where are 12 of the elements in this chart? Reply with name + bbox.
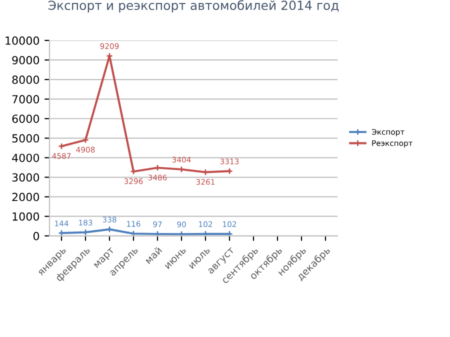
y-tick-label: 8000 <box>12 76 40 84</box>
y-tick-label: 0 <box>33 232 40 240</box>
y-tick-label: 7000 <box>12 95 40 104</box>
y-tick-label: 3000 <box>12 173 40 182</box>
y-tick-label: 10000 <box>6 36 40 45</box>
chart-title: Экспорт и реэкспорт автомобилей 2014 год <box>48 0 339 12</box>
y-tick-label: 5000 <box>12 134 40 143</box>
y-tick-label: 2000 <box>12 192 40 202</box>
y-tick-label: 6000 <box>12 114 40 124</box>
y-tick-label: 9000 <box>12 56 40 64</box>
y-tick-label: 4000 <box>12 154 40 162</box>
y-tick-label: 1000 <box>12 212 40 221</box>
